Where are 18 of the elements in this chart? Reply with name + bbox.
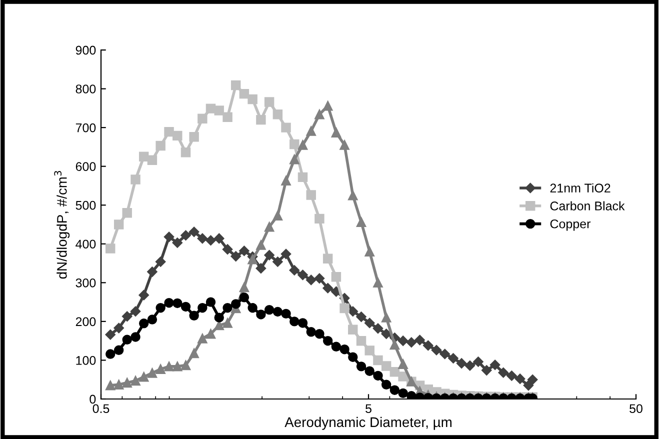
- y-tick-label: 200: [76, 317, 96, 326]
- y-tick-label: 600: [76, 162, 96, 171]
- x-tick-label: 0.5: [92, 404, 110, 414]
- y-tick-label: 100: [76, 356, 96, 365]
- x-axis-title: Aerodynamic Diameter, µm: [284, 416, 452, 430]
- y-tick-label: 800: [76, 84, 96, 94]
- legend-label: Carbon Black: [550, 201, 625, 210]
- x-tick-label: 50: [630, 404, 642, 414]
- y-tick-label: 700: [76, 123, 96, 132]
- y-tick-label: 400: [76, 240, 96, 249]
- legend-label: Copper: [550, 219, 591, 231]
- y-axis-title: dN/dlogdP, #/cm$^{3}$: [54, 171, 70, 279]
- y-tick-label: 900: [76, 46, 96, 55]
- y-tick-label: 300: [76, 278, 96, 288]
- y-tick-label: 0: [90, 394, 96, 404]
- x-tick-label: 5: [366, 404, 372, 414]
- legend-label: 21nm TiO2: [550, 183, 610, 193]
- y-tick-label: 500: [76, 200, 96, 210]
